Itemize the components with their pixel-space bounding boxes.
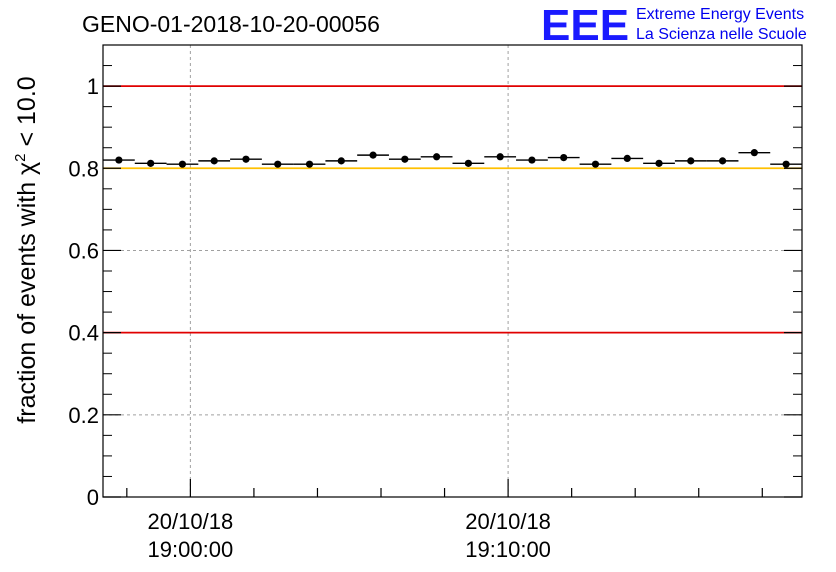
data-point xyxy=(464,159,472,167)
x-tick-label-time: 19:00:00 xyxy=(148,537,234,562)
data-point xyxy=(655,159,663,167)
logo-mark: EEE xyxy=(541,1,629,50)
logo-line-2: La Scienza nelle Scuole xyxy=(636,26,807,43)
data-point xyxy=(242,155,250,163)
data-point xyxy=(750,149,758,157)
data-point xyxy=(718,157,727,165)
data-point xyxy=(147,159,155,167)
logo-line-1: Extreme Energy Events xyxy=(636,6,804,23)
x-tick-label-date: 20/10/18 xyxy=(148,509,234,534)
data-point xyxy=(274,160,282,168)
y-tick-label: 0.4 xyxy=(68,321,99,346)
data-point xyxy=(591,160,600,168)
reference-lines xyxy=(103,85,802,334)
y-axis-label: fraction of events with χ2 < 10.0 xyxy=(12,76,41,423)
data-point xyxy=(337,157,345,165)
grid xyxy=(103,45,802,497)
data-point xyxy=(178,160,187,168)
x-tick-label-date: 20/10/18 xyxy=(465,509,551,534)
y-tick-label: 0.6 xyxy=(68,238,99,263)
x-tick-label-time: 19:10:00 xyxy=(465,537,551,562)
data-point xyxy=(560,153,568,162)
plot-frame xyxy=(102,44,803,498)
data-point xyxy=(496,153,504,161)
data-series xyxy=(103,149,802,168)
data-point xyxy=(305,160,314,168)
data-point xyxy=(528,156,536,164)
data-point xyxy=(623,154,631,163)
y-tick-label: 0 xyxy=(87,485,99,510)
chart-title: GENO-01-2018-10-20-00056 xyxy=(82,11,380,37)
data-point xyxy=(782,160,790,168)
data-point xyxy=(687,157,695,165)
data-point xyxy=(401,155,409,163)
y-axis-label-symbol: χ xyxy=(13,162,41,175)
data-point xyxy=(433,153,441,161)
eee-logo: EEE Extreme Energy Events La Scienza nel… xyxy=(541,1,807,50)
y-tick-label: 0.8 xyxy=(68,156,99,181)
data-point xyxy=(210,157,218,165)
y-axis-label-suffix: < 10.0 xyxy=(13,76,41,146)
y-axis-label-prefix: fraction of events with xyxy=(13,182,41,424)
data-point xyxy=(369,151,377,159)
axes: 0 0.2 0.4 0.6 0.8 1 20/10/18 19:00:00 20/10/18 19… xyxy=(68,65,802,562)
data-point xyxy=(115,156,123,164)
y-tick-label: 0.2 xyxy=(68,403,99,428)
y-axis-label-superscript: 2 xyxy=(12,153,29,161)
y-tick-label: 1 xyxy=(87,74,99,99)
